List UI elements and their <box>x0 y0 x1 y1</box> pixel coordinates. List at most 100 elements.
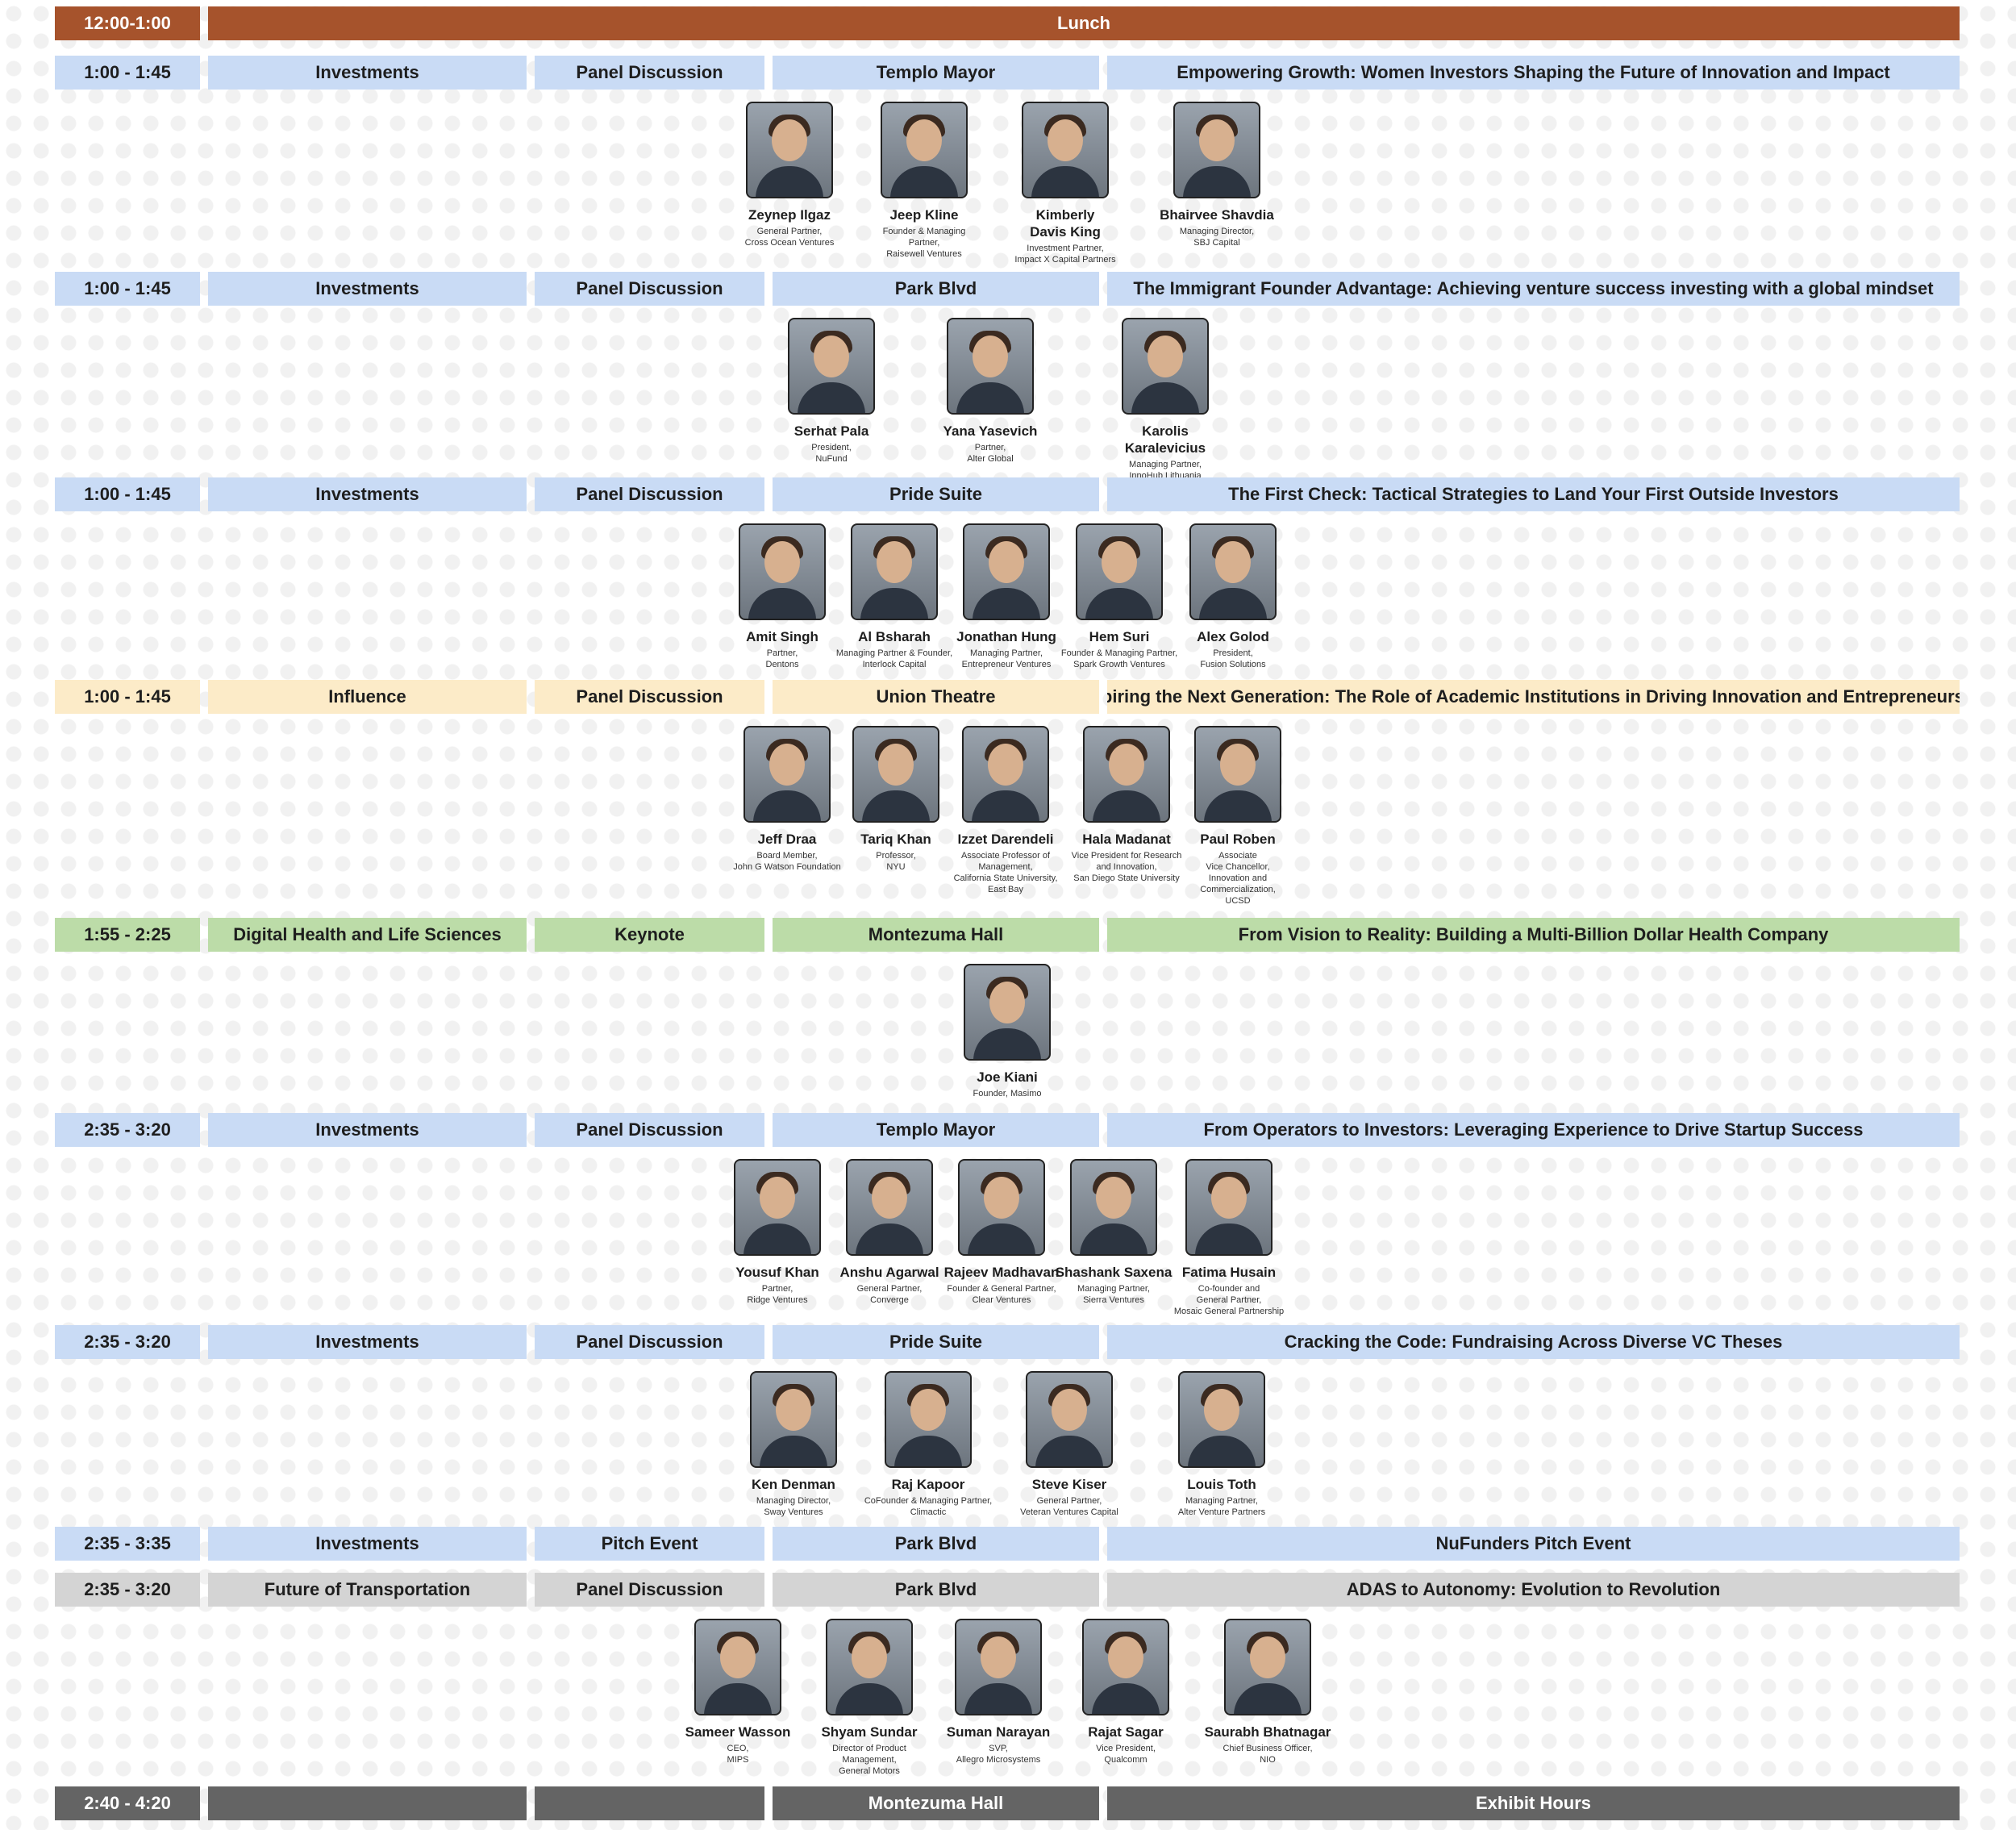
session-format: Panel Discussion <box>535 1113 764 1147</box>
speaker-card: Ken Denman Managing Director, Sway Ventur… <box>729 1371 858 1518</box>
session-room: Montezuma Hall <box>773 1786 1099 1820</box>
session-track: Influence <box>208 680 527 714</box>
speaker-role: CEO, MIPS <box>727 1744 749 1765</box>
session-track: Future of Transportation <box>208 1573 527 1607</box>
session-room: Park Blvd <box>773 1527 1099 1561</box>
speaker-card: Shashank Saxena Managing Partner, Sierra … <box>1049 1159 1178 1306</box>
session-time: 1:55 - 2:25 <box>55 918 200 952</box>
speaker-head <box>1220 744 1256 786</box>
speaker-card: Sameer Wasson CEO, MIPS <box>673 1619 802 1765</box>
speaker-photo <box>1070 1159 1157 1256</box>
speaker-role: SVP, Allegro Microsystems <box>956 1744 1041 1765</box>
session-room: Park Blvd <box>773 272 1099 306</box>
speaker-photo <box>1122 318 1209 415</box>
speaker-photo <box>826 1619 913 1715</box>
speaker-photo <box>1082 1619 1169 1715</box>
speaker-role: Managing Director, Sway Ventures <box>756 1496 831 1517</box>
speaker-head <box>1052 1389 1087 1431</box>
speaker-body <box>973 588 1040 619</box>
session-title: Cracking the Code: Fundraising Across Di… <box>1107 1325 1960 1359</box>
speaker-name: Fatima Husain <box>1181 1265 1277 1280</box>
speaker-body <box>744 1223 811 1254</box>
speaker-name: Sameer Wasson <box>685 1724 791 1740</box>
speaker-card: Shyam Sundar Director of Product Manageme… <box>805 1619 934 1777</box>
speaker-body <box>798 382 865 413</box>
speaker-name: Kimberly Davis King <box>1030 207 1101 240</box>
session-time: 12:00-1:00 <box>55 6 200 40</box>
speaker-head <box>989 982 1025 1023</box>
speaker-photo <box>964 964 1051 1061</box>
speaker-name: Al Bsharah <box>858 629 931 644</box>
speaker-photo <box>947 318 1034 415</box>
speaker-head <box>906 119 942 161</box>
speaker-card: Jeff Draa Board Member, John G Watson Fou… <box>723 726 852 873</box>
session-room: Park Blvd <box>773 1573 1099 1607</box>
session-format: Panel Discussion <box>535 272 764 306</box>
speaker-role: General Partner, Converge <box>856 1284 923 1305</box>
session-track: Digital Health and Life Sciences <box>208 918 527 952</box>
speaker-head <box>764 541 800 583</box>
speaker-body <box>856 1223 923 1254</box>
speaker-head <box>1215 541 1251 583</box>
speaker-name: Steve Kiser <box>1031 1477 1107 1492</box>
session-room: Pride Suite <box>773 1325 1099 1359</box>
speaker-body <box>1093 790 1160 821</box>
speaker-photo <box>744 726 831 823</box>
speaker-role: Managing Partner, Entrepreneur Ventures <box>961 648 1052 669</box>
speaker-body <box>748 588 816 619</box>
session-title: Lunch <box>208 6 1960 40</box>
speaker-photo <box>851 523 938 620</box>
speaker-role: Vice President for Research and Innovati… <box>1071 851 1182 883</box>
speaker-head <box>772 119 807 161</box>
speaker-name: Yousuf Khan <box>735 1265 819 1280</box>
speaker-role: Founder & Managing Partner, Raisewell Ve… <box>882 227 966 259</box>
speaker-role: Investment Partner, Impact X Capital Par… <box>1014 244 1116 265</box>
speaker-name: Jonathan Hung <box>956 629 1056 644</box>
speaker-role: Chief Business Officer, NIO <box>1223 1744 1313 1765</box>
session-format: Pitch Event <box>535 1527 764 1561</box>
speaker-head <box>814 336 849 377</box>
speaker-name: Saurabh Bhatnagar <box>1204 1724 1331 1740</box>
speaker-name: Yana Yasevich <box>943 423 1038 439</box>
speaker-card: Izzet Darendeli Associate Professor of Ma… <box>941 726 1070 895</box>
speaker-card: Tariq Khan Professor, NYU <box>831 726 960 873</box>
speaker-role: Professor, NYU <box>876 851 916 872</box>
speaker-photo <box>734 1159 821 1256</box>
speaker-head <box>988 744 1023 786</box>
speaker-photo <box>955 1619 1042 1715</box>
session-title: The First Check: Tactical Strategies to … <box>1107 477 1960 511</box>
speaker-photo <box>958 1159 1045 1256</box>
speaker-photo <box>963 523 1050 620</box>
speaker-body <box>753 790 821 821</box>
speaker-role: Managing Director, SBJ Capital <box>1179 227 1255 248</box>
session-title: The Immigrant Founder Advantage: Achievi… <box>1107 272 1960 306</box>
speaker-photo <box>1224 1619 1311 1715</box>
speaker-head <box>1108 1636 1143 1678</box>
speaker-card: Karolis Karalevicius Managing Partner, In… <box>1101 318 1230 481</box>
session-format: Panel Discussion <box>535 56 764 90</box>
speaker-photo <box>694 1619 781 1715</box>
session-title: From Vision to Reality: Building a Multi… <box>1107 918 1960 952</box>
speaker-name: Shashank Saxena <box>1055 1265 1173 1280</box>
speaker-name: Ken Denman <box>752 1477 835 1492</box>
session-title: NuFunders Pitch Event <box>1107 1527 1960 1561</box>
session-title: Inspiring the Next Generation: The Role … <box>1107 680 1960 714</box>
speaker-card: Jeep Kline Founder & Managing Partner, Ra… <box>860 102 989 260</box>
speaker-body <box>956 382 1024 413</box>
speaker-name: Raj Kapoor <box>891 1477 965 1492</box>
session-format <box>535 1786 764 1820</box>
speaker-role: President, Fusion Solutions <box>1200 648 1266 669</box>
speaker-role: General Partner, Cross Ocean Ventures <box>744 227 835 248</box>
speaker-card: Anshu Agarwal General Partner, Converge <box>825 1159 954 1306</box>
speaker-head <box>872 1177 907 1219</box>
speaker-head <box>852 1636 887 1678</box>
speaker-head <box>910 1389 946 1431</box>
session-track: Investments <box>208 1113 527 1147</box>
speaker-body <box>1204 790 1272 821</box>
session-track: Investments <box>208 56 527 90</box>
speaker-card: Zeynep Ilgaz General Partner, Cross Ocean… <box>725 102 854 248</box>
speaker-card: Raj Kapoor CoFounder & Managing Partner, … <box>864 1371 993 1518</box>
session-room: Templo Mayor <box>773 56 1099 90</box>
speaker-photo <box>852 726 939 823</box>
speaker-name: Zeynep Ilgaz <box>748 207 831 223</box>
